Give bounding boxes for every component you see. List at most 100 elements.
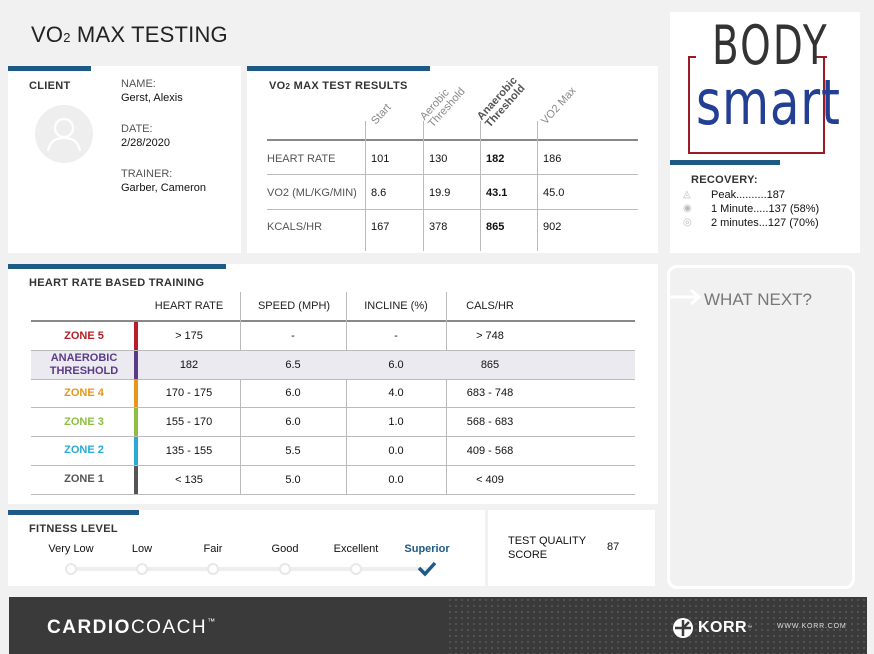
test-date: 2/28/2020 bbox=[121, 137, 170, 149]
recovery-card-accent bbox=[670, 160, 780, 165]
zone-incline: 0.0 bbox=[388, 444, 404, 457]
col-anaerobic-threshold: Anaerobic Threshold bbox=[474, 74, 528, 130]
zone-heart-rate: < 135 bbox=[175, 473, 203, 486]
fitness-card-accent bbox=[8, 510, 139, 515]
table-row: ZONE 1 < 135 5.0 0.0 < 409 bbox=[31, 465, 635, 495]
what-next-panel[interactable]: WHAT NEXT? bbox=[667, 265, 855, 589]
client-header: CLIENT bbox=[29, 80, 71, 92]
brand-coach: COACH bbox=[130, 617, 208, 638]
col-incline: INCLINE (%) bbox=[364, 300, 428, 312]
timer-icon: ◎ bbox=[683, 217, 692, 228]
flame-icon: ◬ bbox=[683, 189, 691, 200]
zone-speed: 6.5 bbox=[285, 358, 301, 371]
fitness-level-label: Very Low bbox=[48, 543, 94, 555]
footer-dot-pattern bbox=[447, 597, 867, 654]
table-row: ZONE 3 155 - 170 6.0 1.0 568 - 683 bbox=[31, 408, 635, 438]
fitness-level-label: Fair bbox=[203, 543, 223, 555]
zone-color-bar bbox=[134, 408, 138, 437]
zone-cals-hr: < 409 bbox=[476, 473, 504, 486]
vo2-start: 8.6 bbox=[371, 187, 387, 199]
user-icon bbox=[46, 117, 82, 152]
recovery-2-minutes: 2 minutes...127 (70%) bbox=[711, 217, 819, 229]
test-quality-score: 87 bbox=[607, 541, 620, 553]
client-name: Gerst, Alexis bbox=[121, 92, 183, 104]
results-col-divider bbox=[480, 121, 481, 251]
kcals-start: 167 bbox=[371, 221, 390, 233]
zone-cals-hr: 409 - 568 bbox=[466, 444, 514, 457]
kcals-aerobic: 378 bbox=[429, 221, 448, 233]
fitness-level-label: Excellent bbox=[333, 543, 379, 555]
col-aerobic-threshold: Aerobic Threshold bbox=[417, 85, 468, 130]
training-card-accent bbox=[8, 264, 226, 269]
zone-heart-rate: 182 bbox=[179, 358, 199, 371]
page-title: VO2 MAX TESTING bbox=[31, 22, 228, 48]
zone-color-bar bbox=[134, 379, 138, 408]
zone-color-bar bbox=[134, 350, 138, 379]
brand-trademark: ™ bbox=[207, 617, 217, 626]
test-quality-card: TEST QUALITY SCORE 87 bbox=[488, 510, 655, 586]
zone-cals-hr: 683 - 748 bbox=[466, 387, 514, 400]
zone-incline: 1.0 bbox=[388, 416, 404, 429]
results-header-prefix: VO bbox=[269, 80, 286, 92]
col-speed: SPEED (MPH) bbox=[257, 300, 331, 312]
zone-name: ZONE 5 bbox=[64, 329, 104, 342]
zone-speed: 5.0 bbox=[285, 473, 301, 486]
fitness-level-dot bbox=[65, 563, 77, 575]
recovery-1-minute: 1 Minute.....137 (58%) bbox=[711, 203, 820, 215]
col-heart-rate: HEART RATE bbox=[154, 300, 224, 312]
training-col-divider bbox=[240, 292, 241, 494]
korr-name: KORR bbox=[698, 619, 748, 636]
zone-incline: 0.0 bbox=[388, 473, 404, 486]
table-row: ANAEROBIC THRESHOLD 182 6.5 6.0 865 bbox=[31, 350, 635, 380]
zone-color-bar bbox=[134, 436, 138, 465]
cardiocoach-logo: CARDIOCOACH™ bbox=[47, 617, 217, 639]
korr-url[interactable]: WWW.KORR.COM bbox=[777, 623, 847, 630]
fitness-level-dot bbox=[279, 563, 291, 575]
zone-heart-rate: 155 - 170 bbox=[165, 416, 213, 429]
logo-frame bbox=[688, 56, 825, 154]
heart-rate-anaerobic: 182 bbox=[486, 153, 505, 165]
results-col-divider bbox=[423, 121, 424, 251]
recovery-card: RECOVERY: ◬ ◉ ◎ Peak..........187 1 Minu… bbox=[670, 160, 860, 253]
row-heart-rate-label: HEART RATE bbox=[267, 153, 336, 165]
zone-speed: - bbox=[291, 330, 295, 342]
recovery-peak: Peak..........187 bbox=[711, 189, 785, 201]
date-label: DATE: bbox=[121, 123, 153, 135]
zone-heart-rate: 135 - 155 bbox=[165, 444, 213, 457]
brand-cardio: CARDIO bbox=[47, 617, 131, 638]
row-vo2-label: VO2 (ML/KG/MIN) bbox=[267, 187, 357, 199]
training-col-divider bbox=[346, 292, 347, 494]
table-row: ZONE 5 > 175 - - > 748 bbox=[31, 322, 635, 351]
heart-rate-aerobic: 130 bbox=[429, 153, 448, 165]
title-prefix: VO bbox=[31, 22, 64, 47]
zone-color-bar bbox=[134, 322, 138, 350]
timer-icon: ◉ bbox=[683, 203, 692, 214]
vo2-vo2max: 45.0 bbox=[543, 187, 565, 199]
results-col-divider bbox=[537, 121, 538, 251]
logo-body-text: BODY bbox=[712, 14, 829, 77]
results-header-rule bbox=[267, 139, 638, 141]
arrow-right-icon bbox=[670, 288, 702, 306]
logo-smart-text: smart bbox=[696, 66, 841, 139]
zone-name: ZONE 1 bbox=[64, 473, 104, 485]
avatar bbox=[35, 105, 93, 163]
training-header: HEART RATE BASED TRAINING bbox=[29, 277, 205, 289]
title-suffix: MAX TESTING bbox=[70, 22, 228, 47]
client-card-accent bbox=[8, 66, 91, 71]
fitness-level-card: FITNESS LEVEL Very Low Low Fair Good Excelle… bbox=[8, 510, 485, 586]
bodysmart-logo: BODY smart bbox=[670, 12, 860, 160]
training-header-rule bbox=[31, 320, 635, 322]
korr-logo: KORR ™ bbox=[672, 617, 752, 639]
zone-cals-hr: > 748 bbox=[476, 330, 504, 342]
title-subscript: 2 bbox=[63, 30, 71, 45]
footer: CARDIOCOACH™ KORR ™ WWW.KORR.COM bbox=[9, 597, 867, 654]
fitness-header: FITNESS LEVEL bbox=[29, 523, 118, 535]
what-next-label[interactable]: WHAT NEXT? bbox=[704, 290, 812, 309]
table-row: ZONE 4 170 - 175 6.0 4.0 683 - 748 bbox=[31, 379, 635, 409]
row-kcals-label: KCALS/HR bbox=[267, 221, 323, 233]
results-card-accent bbox=[247, 66, 430, 71]
korr-emblem-icon bbox=[673, 618, 693, 638]
client-card: CLIENT NAME: Gerst, Alexis DATE: 2/28/20… bbox=[8, 66, 241, 253]
col-vo2-max: VO2 Max bbox=[539, 84, 579, 127]
col-start: Start bbox=[369, 101, 394, 127]
